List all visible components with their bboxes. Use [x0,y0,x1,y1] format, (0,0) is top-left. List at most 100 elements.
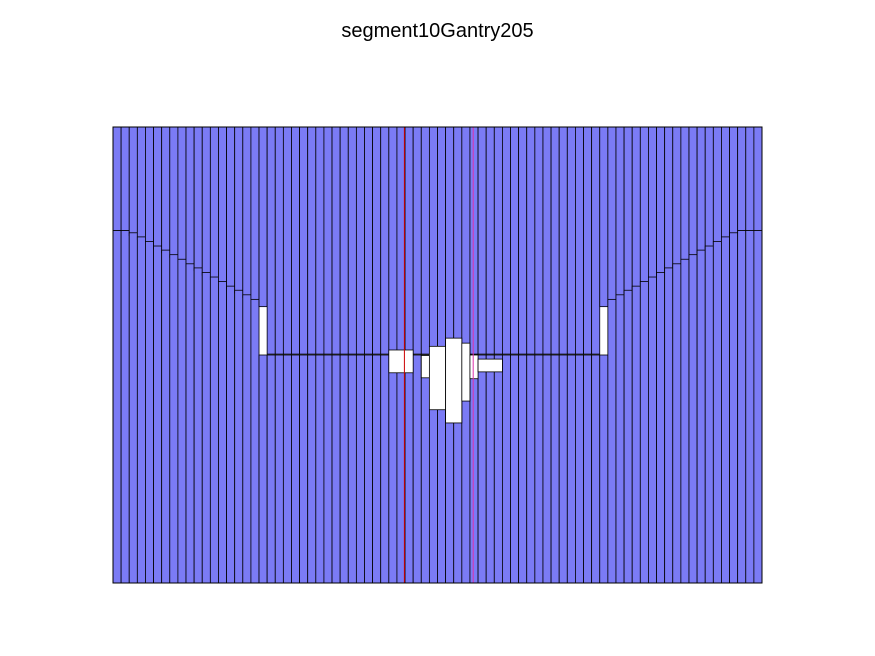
leaf-bank-a [364,126,373,355]
leaf-bank-a [234,126,244,294]
leaf-bank-b [331,354,341,584]
aperture-block [388,349,414,374]
leaf-bank-b [266,354,276,584]
leaf-bank-b [664,267,674,584]
leaf-bank-a [145,126,154,245]
leaf-bank-a [315,126,325,355]
leaf-bank-b [404,354,414,584]
leaf-bank-a [437,126,447,355]
leaf-bank-a [721,126,730,241]
leaf-bank-b [177,258,187,584]
leaf-bank-a [258,126,268,308]
leaf-bank-a [274,126,284,355]
leaf-bank-a [469,126,479,355]
leaf-bank-a [331,126,341,355]
aperture-block [420,355,430,379]
leaf-bank-a [380,126,390,355]
leaf-bank-a [177,126,187,263]
leaf-bank-b [477,354,487,584]
leaf-bank-b [185,263,195,584]
leaf-bank-a [648,126,657,281]
field-frame [112,126,763,584]
leaf-bank-a [420,126,430,355]
leaf-bank-a [209,126,219,281]
leaf-bank-b [307,354,317,584]
leaf-bank-b [696,249,706,584]
leaf-bank-a [631,126,641,290]
leaf-bank-a [226,126,236,290]
leaf-bank-a [136,126,146,241]
leaf-bank-a [128,126,138,236]
leaf-bank-a [412,126,422,355]
leaf-bank-b [282,354,292,584]
leaf-bank-a [299,126,309,355]
aperture-block [477,358,503,373]
leaf-bank-a [558,126,568,355]
leaf-bank-b [721,236,730,584]
leaf-bank-a [477,126,487,355]
leaf-bank-b [648,276,657,584]
leaf-bank-a [729,126,739,236]
leaf-bank-b [258,354,268,584]
leaf-bank-b [534,354,544,584]
leaf-bank-a [680,126,690,263]
leaf-bank-b [550,354,560,584]
leaf-bank-a [445,126,455,355]
leaf-bank-b [250,298,260,584]
leaf-bank-a [753,126,763,231]
leaf-bank-b [420,354,430,584]
leaf-bank-b [291,354,300,584]
leaf-bank-a [396,126,406,355]
leaf-bank-b [355,354,365,584]
leaf-bank-a [201,126,211,276]
aperture-block [461,342,471,402]
leaf-bank-b [412,354,422,584]
leaf-bank-b [323,354,333,584]
leaf-bank-b [209,276,219,584]
leaf-bank-a [656,126,666,276]
leaf-bank-b [161,249,171,584]
leaf-bank-a [193,126,203,272]
leaf-bank-b [347,354,357,584]
leaf-bank-a [518,126,528,355]
leaf-bank-a [120,126,130,231]
leaf-bank-b [558,354,568,584]
leaf-bank-a [493,126,503,355]
leaf-bank-a [428,126,438,355]
leaf-bank-a [583,126,593,355]
leaf-bank-a [526,126,536,355]
leaf-bank-b [688,254,698,584]
leaf-bank-b [193,267,203,584]
leaf-bank-b [120,230,130,584]
leaf-bank-a [218,126,227,285]
leaf-bank-b [599,354,609,584]
leaf-bank-a [607,126,617,303]
leaf-bank-a [307,126,317,355]
leaf-bank-b [639,281,649,584]
leaf-bank-b [745,230,755,584]
leaf-bank-a [688,126,698,258]
leaf-bank-b [591,354,601,584]
leaf-bank-b [510,354,520,584]
leaf-bank-b [145,241,154,584]
leaf-bank-b [218,281,227,584]
leaf-bank-b [501,354,511,584]
leaf-bank-a [169,126,179,258]
leaf-bank-a [712,126,722,245]
leaf-bank-b [364,354,373,584]
leaf-bank-b [518,354,528,584]
leaf-bank-a [250,126,260,303]
leaf-bank-b [631,285,641,584]
leaf-bank-b [542,354,552,584]
leaf-bank-a [112,126,122,231]
leaf-bank-b [566,354,576,584]
leaf-bank-b [737,230,747,584]
leaf-bank-a [704,126,714,250]
leaf-bank-b [274,354,284,584]
leaf-bank-a [339,126,349,355]
leaf-bank-a [534,126,544,355]
figure-title: segment10Gantry205 [341,20,534,42]
leaf-bank-b [136,236,146,584]
leaf-bank-b [729,232,739,584]
leaf-bank-a [737,126,747,231]
